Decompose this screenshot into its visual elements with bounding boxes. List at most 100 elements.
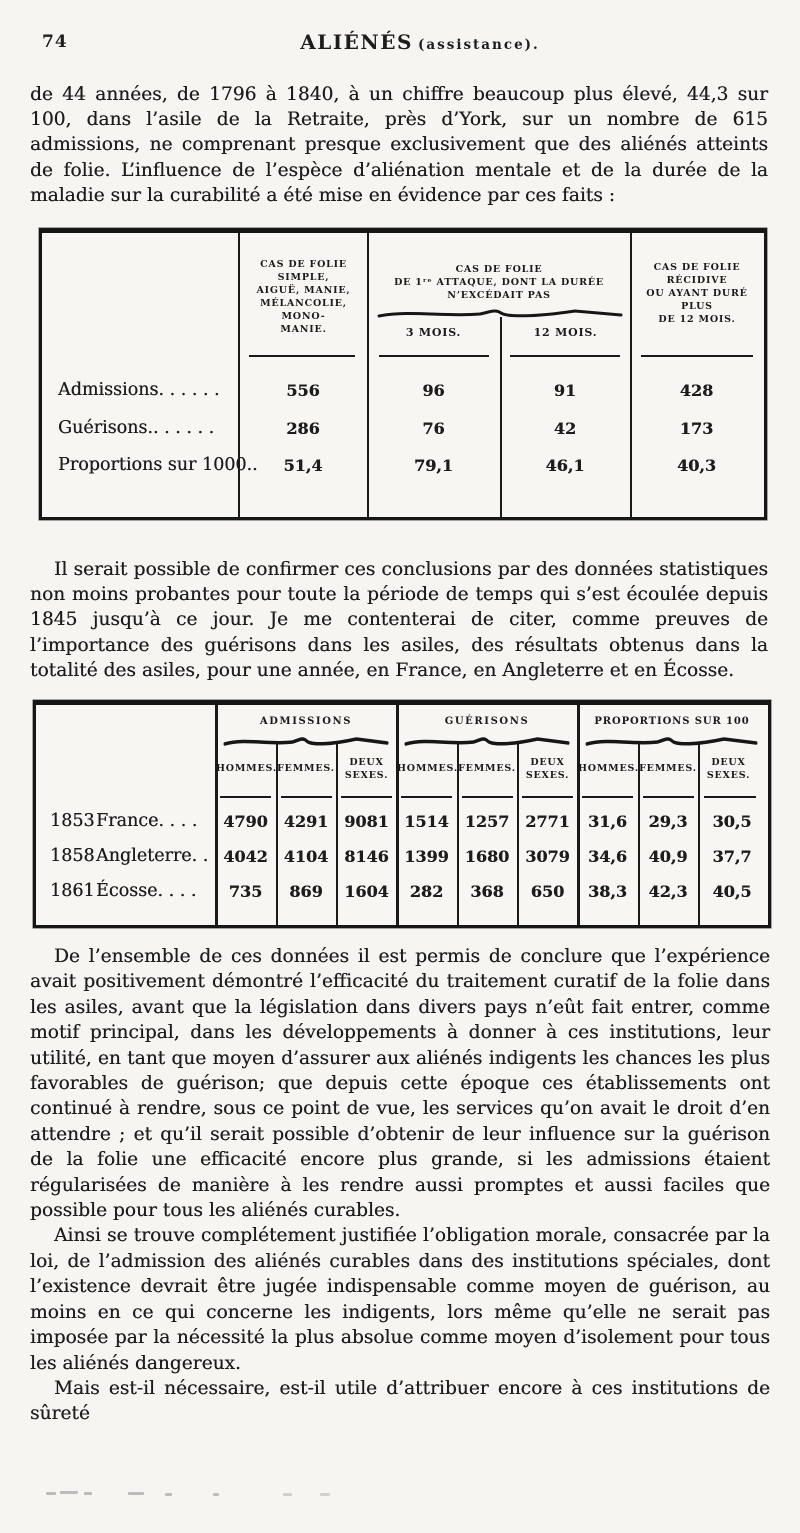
t1-cell: 42 <box>553 419 577 438</box>
t2-cell: 37,7 <box>712 847 752 866</box>
table-rule <box>457 743 459 925</box>
t2-sub-femmes: FEMMES. <box>277 763 335 774</box>
t2-year: 1861 <box>50 881 95 901</box>
table-rule <box>281 796 332 798</box>
table-rule <box>336 743 338 925</box>
t2-cell: 869 <box>289 882 323 901</box>
print-artifact <box>84 1492 92 1495</box>
t2-cell: 4291 <box>283 812 329 831</box>
t2-cell: 30,5 <box>712 812 752 831</box>
page-header: 74 ALIÉNÉS (assistance). <box>0 30 800 58</box>
t2-cell: 4790 <box>223 812 268 831</box>
t1-header-recidive: CAS DE FOLIE RÉCIDIVE OU AYANT DURÉ PLUS… <box>646 262 748 325</box>
t2-cell: 31,6 <box>588 812 627 831</box>
t2-sub-femmes: FEMMES. <box>458 763 516 774</box>
paragraph-transition: Il serait possible de confirmer ces conc… <box>30 558 768 682</box>
t2-cell: 1399 <box>404 847 449 866</box>
paragraph-intro: de 44 années, de 1796 à 1840, à un chiff… <box>30 83 768 207</box>
table-curability-by-folie-type: CAS DE FOLIE SIMPLE, AIGUË, MANIE, MÉLAN… <box>39 228 767 520</box>
t1-cell: 51,4 <box>283 456 323 475</box>
t2-cell: 1680 <box>464 847 510 866</box>
t1-cell: 96 <box>422 381 445 400</box>
table-rule <box>276 743 278 925</box>
running-title: ALIÉNÉS (assistance). <box>60 30 780 54</box>
table-rule <box>577 705 580 925</box>
brace-squiggle <box>377 309 623 318</box>
table-rule <box>698 743 700 925</box>
table-rule <box>630 233 632 517</box>
t1-cell: 173 <box>679 419 714 438</box>
t1-header-simple: CAS DE FOLIE SIMPLE, AIGUË, MANIE, MÉLAN… <box>256 259 351 335</box>
t1-header-3mois: 3 MOIS. <box>405 326 462 339</box>
t2-cell: 4104 <box>283 847 329 866</box>
t2-sub-hommes: HOMMES. <box>578 763 639 774</box>
print-artifact <box>60 1491 78 1494</box>
t2-cell: 42,3 <box>648 882 688 901</box>
t2-cell: 40,5 <box>712 882 752 901</box>
t1-cell: 40,3 <box>677 456 716 475</box>
t2-cell: 1514 <box>404 812 449 831</box>
t2-cell: 650 <box>530 882 565 901</box>
table-rule <box>582 796 633 798</box>
t2-sub-hommes: HOMMES. <box>397 763 458 774</box>
table-countries-admissions: ADMISSIONS GUÉRISONS PROPORTIONS SUR 100… <box>33 700 771 928</box>
paragraph-last-line: Mais est-il nécessaire, est-il utile d’a… <box>30 1377 770 1425</box>
paragraph-obligation: Ainsi se trouve complétement justifiée l… <box>30 1225 770 1374</box>
table-rule <box>367 233 369 517</box>
print-artifact <box>128 1492 144 1495</box>
t1-cell: 286 <box>286 419 320 438</box>
t2-cell: 8146 <box>344 847 389 866</box>
t2-cell: 2771 <box>525 812 570 831</box>
brace-squiggle <box>585 737 758 746</box>
table-rule <box>396 705 399 925</box>
table-rule <box>341 796 392 798</box>
t2-cell: 3079 <box>525 847 570 866</box>
t2-sub-deux-sexes: DEUX SEXES. <box>525 757 570 781</box>
t2-group-admissions: ADMISSIONS <box>259 716 353 727</box>
table-rule <box>522 796 573 798</box>
t2-cell: 4042 <box>223 847 268 866</box>
print-artifact <box>165 1493 172 1496</box>
paragraph-conclusion: De l’ensemble de ces données il est perm… <box>30 946 770 1222</box>
t1-cell: 556 <box>286 381 320 400</box>
t1-cell: 76 <box>422 419 445 438</box>
table-rule <box>500 317 502 517</box>
table-rule <box>510 355 620 357</box>
t2-cell: 735 <box>228 882 263 901</box>
t1-cell: 46,1 <box>545 456 585 475</box>
t1-header-12mois: 12 MOIS. <box>533 326 598 339</box>
t1-row-label: Proportions sur 1000.. <box>58 455 258 475</box>
t2-cell: 1257 <box>464 812 510 831</box>
table-rule <box>638 743 640 925</box>
t2-cell: 1604 <box>344 882 389 901</box>
t2-country: Écosse. . . . <box>96 881 197 901</box>
t1-row-label: Guérisons.. . . . . . <box>58 418 215 438</box>
t2-cell: 34,6 <box>588 847 627 866</box>
t2-cell: 9081 <box>344 812 389 831</box>
page-number: 74 <box>42 32 68 52</box>
t2-sub-deux-sexes: DEUX SEXES. <box>344 757 389 781</box>
t1-cell: 79,1 <box>414 456 453 475</box>
table-rule <box>401 796 452 798</box>
t1-cell: 428 <box>679 381 714 400</box>
t2-group-guerisons: GUÉRISONS <box>444 716 530 727</box>
t2-sub-deux-sexes: DEUX SEXES. <box>706 757 751 781</box>
running-title-paren: (assistance). <box>417 37 540 53</box>
t2-country: Angleterre. . <box>96 846 209 866</box>
t2-sub-femmes: FEMMES. <box>639 763 697 774</box>
print-artifact <box>283 1493 292 1496</box>
body-text: De l’ensemble de ces données il est perm… <box>30 944 770 1427</box>
table-rule <box>462 796 513 798</box>
table-rule <box>517 743 519 925</box>
t1-cell: 91 <box>553 381 577 400</box>
table-rule <box>220 796 271 798</box>
t2-cell: 282 <box>409 882 444 901</box>
t2-sub-hommes: HOMMES. <box>216 763 277 774</box>
table-rule <box>238 233 240 517</box>
table-rule <box>249 355 355 357</box>
running-title-main: ALIÉNÉS <box>300 30 413 54</box>
brace-squiggle <box>404 737 570 746</box>
t2-cell: 29,3 <box>648 812 688 831</box>
t2-cell: 40,9 <box>648 847 688 866</box>
